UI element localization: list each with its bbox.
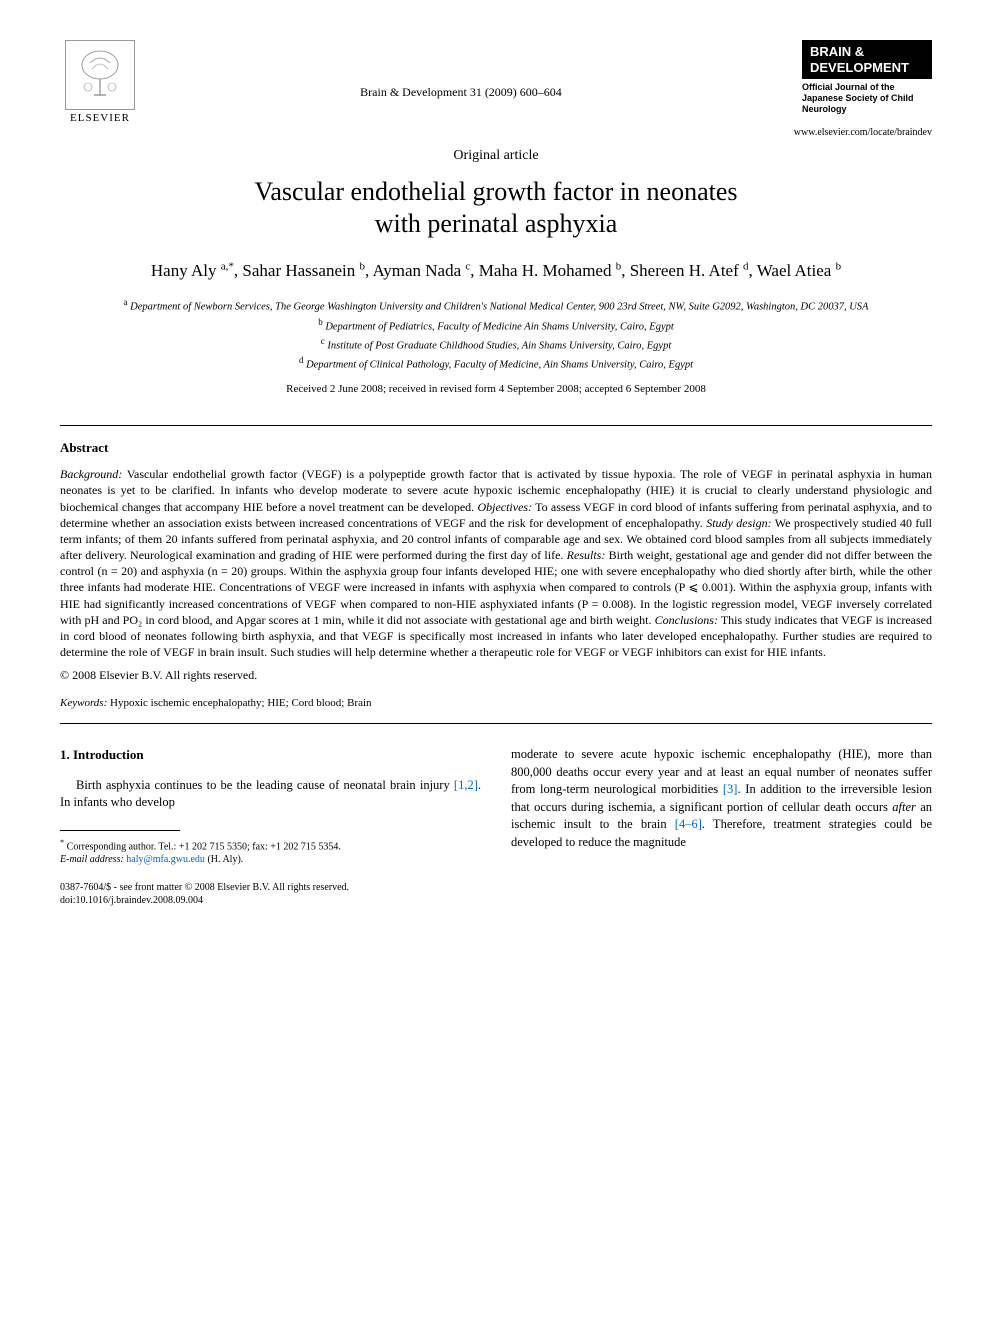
rule-above-abstract	[60, 425, 932, 426]
journal-badge-line1: BRAIN &	[810, 44, 924, 60]
right-column: moderate to severe acute hypoxic ischemi…	[511, 746, 932, 908]
journal-badge: BRAIN & DEVELOPMENT	[802, 40, 932, 79]
intro-para-right: moderate to severe acute hypoxic ischemi…	[511, 746, 932, 851]
footnote-rule	[60, 830, 180, 831]
publisher-name: ELSEVIER	[70, 112, 130, 124]
affiliation-line: c Institute of Post Graduate Childhood S…	[60, 335, 932, 354]
keywords-label: Keywords:	[60, 697, 107, 709]
body-two-column: 1. Introduction Birth asphyxia continues…	[60, 746, 932, 908]
title-line2: with perinatal asphyxia	[375, 209, 618, 238]
section-1-heading: 1. Introduction	[60, 746, 481, 764]
ref-link-4-6[interactable]: [4–6]	[675, 817, 702, 831]
left-column: 1. Introduction Birth asphyxia continues…	[60, 746, 481, 908]
article-type: Original article	[60, 148, 932, 164]
elsevier-tree-icon	[65, 40, 135, 110]
affiliation-line: d Department of Clinical Pathology, Facu…	[60, 354, 932, 373]
journal-brand-block: BRAIN & DEVELOPMENT Official Journal of …	[782, 40, 932, 138]
journal-badge-line2: DEVELOPMENT	[810, 60, 924, 76]
keywords-list: Hypoxic ischemic encephalopathy; HIE; Co…	[107, 697, 371, 709]
journal-citation: Brain & Development 31 (2009) 600–604	[140, 40, 782, 100]
email-link[interactable]: haly@mfa.gwu.edu	[126, 854, 205, 865]
header-row: ELSEVIER Brain & Development 31 (2009) 6…	[60, 40, 932, 138]
keywords: Keywords: Hypoxic ischemic encephalopath…	[60, 697, 932, 709]
doi-line: doi:10.1016/j.braindev.2008.09.004	[60, 894, 481, 908]
publisher-logo: ELSEVIER	[60, 40, 140, 124]
journal-subtitle: Official Journal of the Japanese Society…	[802, 82, 932, 114]
front-matter-line: 0387-7604/$ - see front matter © 2008 El…	[60, 881, 481, 895]
journal-url[interactable]: www.elsevier.com/locate/braindev	[794, 127, 932, 138]
article-title: Vascular endothelial growth factor in ne…	[60, 176, 932, 241]
abstract-body: Background: Vascular endothelial growth …	[60, 466, 932, 660]
footnotes: * Corresponding author. Tel.: +1 202 715…	[60, 837, 481, 867]
abstract-copyright: © 2008 Elsevier B.V. All rights reserved…	[60, 668, 932, 683]
ref-link-3[interactable]: [3]	[723, 782, 738, 796]
doi-block: 0387-7604/$ - see front matter © 2008 El…	[60, 881, 481, 908]
abstract-heading: Abstract	[60, 440, 932, 456]
affiliations: a Department of Newborn Services, The Ge…	[60, 296, 932, 373]
rule-below-abstract	[60, 723, 932, 724]
title-line1: Vascular endothelial growth factor in ne…	[255, 177, 738, 206]
affiliation-line: b Department of Pediatrics, Faculty of M…	[60, 316, 932, 335]
article-dates: Received 2 June 2008; received in revise…	[60, 383, 932, 395]
ref-link-1-2[interactable]: [1,2]	[454, 778, 478, 792]
affiliation-line: a Department of Newborn Services, The Ge…	[60, 296, 932, 315]
email-line: E-mail address: haly@mfa.gwu.edu (H. Aly…	[60, 853, 481, 867]
authors: Hany Aly a,*, Sahar Hassanein b, Ayman N…	[60, 259, 932, 283]
intro-para-left: Birth asphyxia continues to be the leadi…	[60, 777, 481, 812]
corresponding-author: * Corresponding author. Tel.: +1 202 715…	[60, 837, 481, 854]
